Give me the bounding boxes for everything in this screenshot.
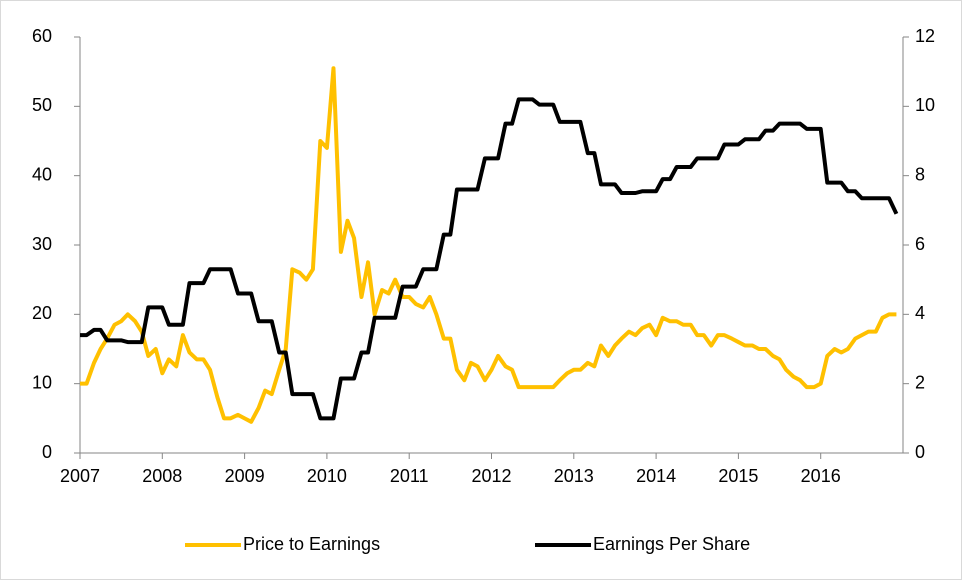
- y2-tick-label: 12: [915, 26, 935, 46]
- x-tick-label: 2007: [60, 466, 100, 486]
- y2-tick-label: 0: [915, 442, 925, 462]
- x-tick-label: 2011: [390, 466, 429, 486]
- y2-tick-label: 4: [915, 303, 925, 323]
- x-tick-label: 2015: [718, 466, 758, 486]
- legend-label: Price to Earnings: [243, 534, 380, 554]
- x-tick-label: 2014: [636, 466, 676, 486]
- y2-tick-label: 10: [915, 95, 935, 115]
- y-tick-label: 50: [32, 95, 52, 115]
- y2-tick-label: 2: [915, 372, 925, 392]
- line-series: [80, 97, 899, 421]
- y-tick-label: 20: [32, 303, 52, 323]
- x-tick-label: 2010: [307, 466, 347, 486]
- legend-label: Earnings Per Share: [593, 534, 750, 554]
- y-tick-label: 10: [32, 372, 52, 392]
- y-tick-label: 60: [32, 26, 52, 46]
- y-tick-label: 0: [42, 442, 52, 462]
- x-tick-label: 2016: [801, 466, 841, 486]
- x-tick-label: 2013: [554, 466, 594, 486]
- x-tick-label: 2008: [142, 466, 182, 486]
- y-tick-label: 40: [32, 164, 52, 184]
- y2-tick-label: 6: [915, 234, 925, 254]
- line-series: [80, 66, 897, 424]
- x-tick-label: 2009: [225, 466, 265, 486]
- y-tick-label: 30: [32, 234, 52, 254]
- x-tick-label: 2012: [471, 466, 511, 486]
- y2-tick-label: 8: [915, 164, 925, 184]
